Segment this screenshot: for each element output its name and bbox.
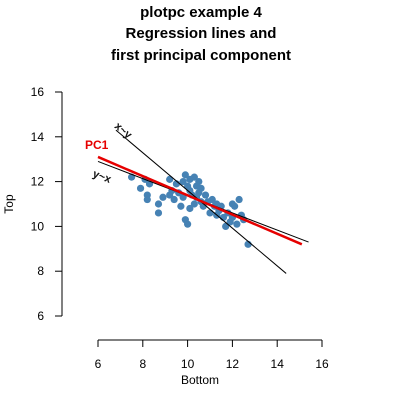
data-point: [195, 178, 203, 186]
y-tick-label: 6: [37, 309, 44, 323]
data-point: [181, 171, 189, 179]
data-point: [199, 202, 207, 210]
data-point: [233, 220, 241, 228]
data-point: [179, 178, 187, 186]
data-point: [231, 202, 239, 210]
data-point: [136, 184, 145, 192]
y-tick-label: 12: [31, 175, 45, 189]
regression-line-label: x~y: [112, 120, 135, 142]
y-tick-label: 8: [37, 264, 44, 278]
pc1-line: [97, 155, 303, 246]
pc1-label: PC1: [85, 138, 109, 152]
data-point: [206, 209, 214, 217]
y-axis-label: Top: [2, 194, 16, 214]
data-point: [154, 209, 163, 217]
data-point: [159, 193, 167, 201]
y-tick-label: 10: [31, 219, 45, 233]
fit-line-labels: x~y y~x PC1: [85, 120, 135, 186]
x-tick-label: 10: [181, 357, 195, 371]
data-point: [208, 195, 216, 204]
y-tick-label: 16: [31, 85, 45, 99]
data-point: [186, 204, 194, 213]
y-tick-label: 14: [31, 130, 45, 144]
y-axis: 6 8 10 12 14 16 Top: [2, 85, 63, 323]
x-axis-ticks: 6 8 10 12 14 16: [95, 340, 329, 371]
chart-title-line-3: first principal component: [111, 47, 291, 64]
x-tick-label: 12: [226, 357, 240, 371]
x-tick-label: 6: [95, 357, 102, 371]
data-point: [190, 200, 198, 208]
x-axis: 6 8 10 12 14 16 Bottom: [95, 339, 329, 387]
data-point: [197, 184, 205, 192]
x-tick-label: 8: [139, 357, 146, 371]
x-tick-label: 14: [271, 357, 285, 371]
x-axis-label: Bottom: [181, 373, 219, 387]
regression-line-label: y~x: [91, 168, 114, 186]
data-point: [154, 200, 163, 208]
data-point: [143, 195, 151, 204]
data-point: [184, 220, 192, 228]
scatter-points: [128, 171, 252, 248]
chart-title-line-2: Regression lines and: [126, 25, 277, 42]
fit-lines: [97, 129, 309, 274]
x-tick-label: 16: [315, 357, 329, 371]
data-point: [190, 173, 198, 181]
data-point: [170, 195, 178, 204]
data-point: [166, 175, 174, 183]
y-axis-ticks: 6 8 10 12 14 16: [31, 85, 62, 323]
chart-title-line-1: plotpc example 4: [140, 4, 262, 21]
data-point: [235, 195, 243, 204]
data-point: [177, 202, 185, 210]
data-point: [201, 191, 210, 199]
